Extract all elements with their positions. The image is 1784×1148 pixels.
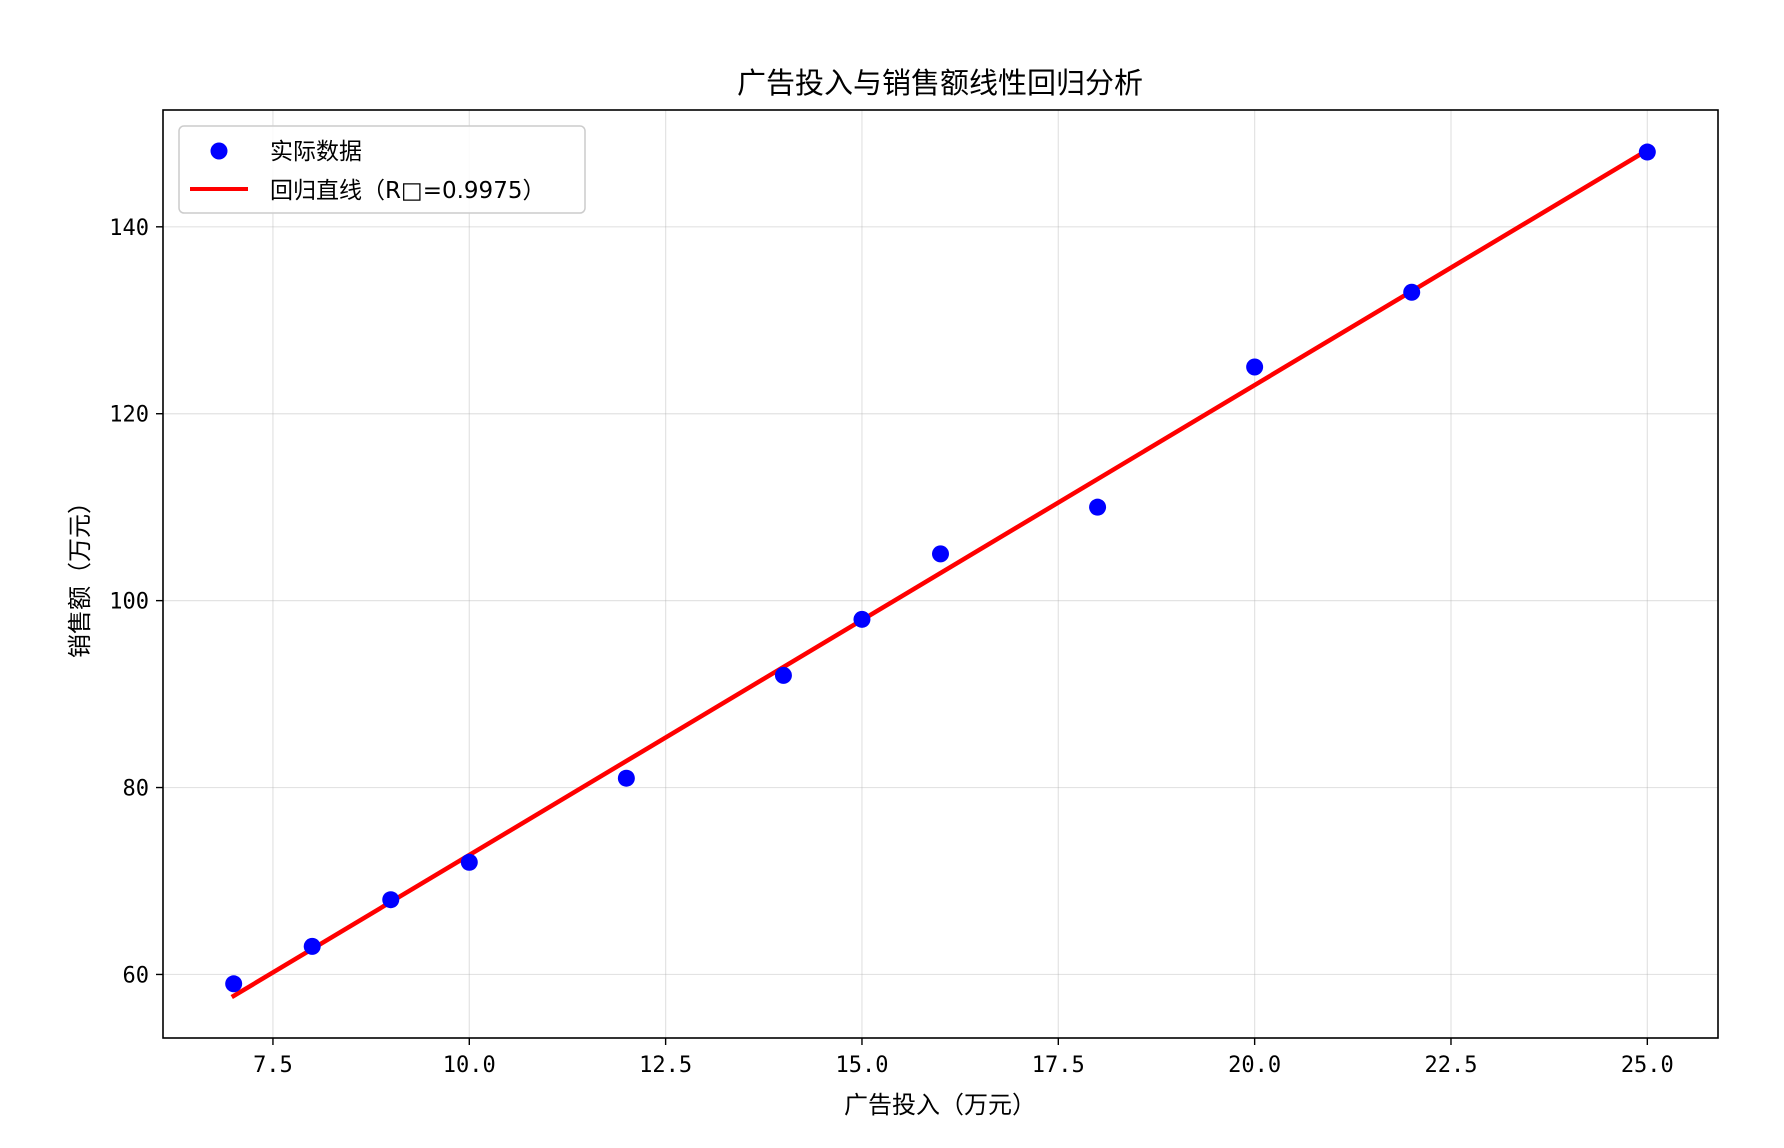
data-point: [460, 853, 478, 871]
x-tick-label: 10.0: [443, 1053, 496, 1078]
grid: [163, 110, 1718, 1038]
data-point: [1403, 283, 1421, 301]
y-tick-label: 80: [123, 777, 150, 802]
data-point: [774, 666, 792, 684]
y-axis-label: 销售额（万元）: [66, 490, 94, 658]
data-point: [1638, 143, 1656, 161]
x-tick-label: 20.0: [1228, 1053, 1281, 1078]
chart-title: 广告投入与销售额线性回归分析: [737, 66, 1143, 100]
plot-frame: [162, 109, 1719, 1039]
legend-scatter-marker: [210, 142, 228, 160]
legend-label-line: 回归直线（R□=0.9975）: [270, 178, 545, 204]
x-tick-label: 25.0: [1621, 1053, 1674, 1078]
legend: 实际数据 回归直线（R□=0.9975）: [178, 125, 586, 214]
y-axis-ticks: 60 80 100 120 140: [109, 216, 163, 988]
x-tick-label: 12.5: [639, 1053, 692, 1078]
x-tick-label: 17.5: [1032, 1053, 1085, 1078]
x-axis-label: 广告投入（万元）: [844, 1091, 1036, 1119]
x-tick-label: 7.5: [253, 1053, 293, 1078]
y-tick-label: 100: [109, 590, 149, 615]
legend-box: [178, 125, 586, 214]
data-point: [1089, 498, 1107, 516]
y-tick-label: 140: [109, 216, 149, 241]
data-point: [932, 545, 949, 563]
data-point: [225, 975, 243, 993]
data-point: [303, 937, 321, 955]
data-point: [853, 610, 871, 628]
y-tick-label: 120: [109, 403, 149, 428]
data-point: [382, 891, 400, 909]
legend-label-scatter: 实际数据: [270, 139, 362, 165]
x-tick-label: 15.0: [835, 1053, 888, 1078]
scatter-points-layer: [225, 143, 1656, 993]
y-tick-label: 60: [123, 963, 150, 988]
data-point: [617, 769, 635, 787]
x-tick-label: 22.5: [1424, 1053, 1477, 1078]
x-axis-ticks: 7.5 10.0 12.5 15.0 17.5 20.0 22.5 25.0: [253, 1038, 1674, 1078]
data-point: [1246, 358, 1264, 376]
